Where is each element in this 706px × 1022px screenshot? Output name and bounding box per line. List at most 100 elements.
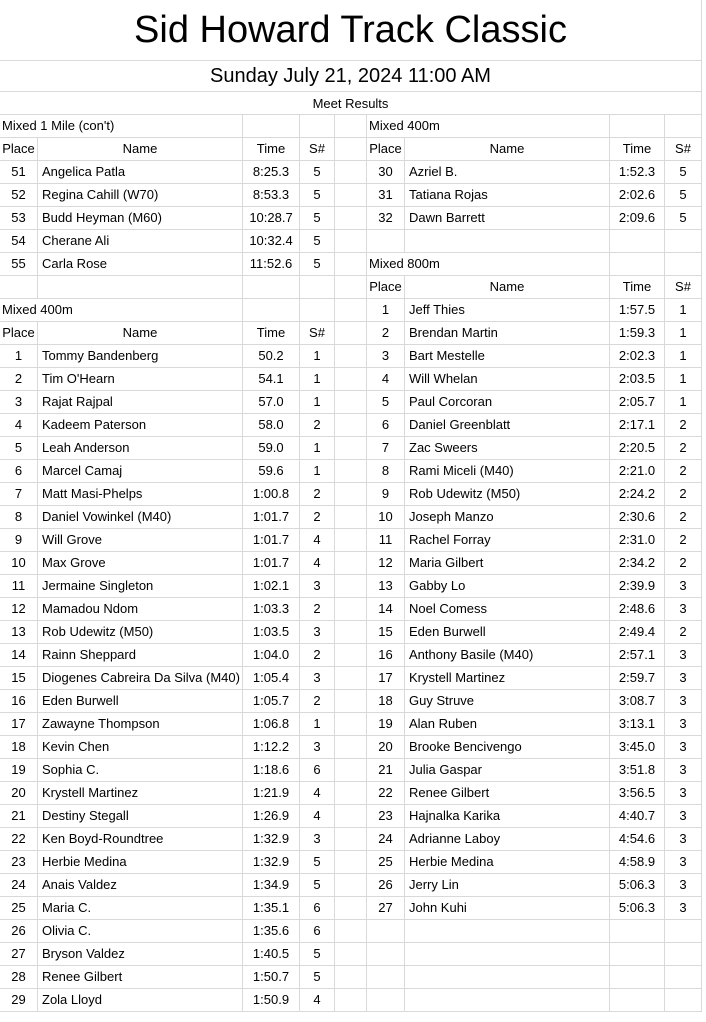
- place-cell: 21: [367, 759, 405, 782]
- heat-cell: 2: [300, 414, 335, 437]
- heat-cell: 3: [665, 575, 702, 598]
- name-cell: Angelica Patla: [38, 161, 243, 184]
- heat-cell: 1: [665, 345, 702, 368]
- date: Sunday July 21, 2024 11:00 AM: [0, 61, 702, 92]
- time-cell: 1:32.9: [243, 851, 300, 874]
- subtitle: Meet Results: [0, 92, 702, 115]
- place-cell: 5: [0, 437, 38, 460]
- column-header: Name: [405, 276, 610, 299]
- empty-cell: [367, 230, 405, 253]
- name-cell: Azriel B.: [405, 161, 610, 184]
- section-title: Mixed 400m: [0, 299, 243, 322]
- place-cell: 26: [0, 920, 38, 943]
- time-cell: 1:05.4: [243, 667, 300, 690]
- place-cell: 27: [367, 897, 405, 920]
- time-cell: 3:51.8: [610, 759, 665, 782]
- heat-cell: 2: [665, 483, 702, 506]
- empty-cell: [665, 115, 702, 138]
- heat-cell: 1: [300, 460, 335, 483]
- time-cell: 1:04.0: [243, 644, 300, 667]
- time-cell: 2:48.6: [610, 598, 665, 621]
- heat-cell: 1: [665, 299, 702, 322]
- empty-cell: [335, 299, 367, 322]
- place-cell: 7: [0, 483, 38, 506]
- place-cell: 23: [367, 805, 405, 828]
- heat-cell: 1: [300, 368, 335, 391]
- time-cell: 1:05.7: [243, 690, 300, 713]
- time-cell: 1:26.9: [243, 805, 300, 828]
- heat-cell: 5: [300, 184, 335, 207]
- name-cell: Regina Cahill (W70): [38, 184, 243, 207]
- name-cell: Budd Heyman (M60): [38, 207, 243, 230]
- time-cell: 58.0: [243, 414, 300, 437]
- name-cell: Alan Ruben: [405, 713, 610, 736]
- heat-cell: 3: [665, 713, 702, 736]
- place-cell: 54: [0, 230, 38, 253]
- time-cell: 1:35.6: [243, 920, 300, 943]
- column-header: Time: [243, 322, 300, 345]
- name-cell: Rajat Rajpal: [38, 391, 243, 414]
- empty-cell: [243, 299, 300, 322]
- empty-cell: [610, 230, 665, 253]
- empty-cell: [335, 161, 367, 184]
- heat-cell: 4: [300, 782, 335, 805]
- place-cell: 12: [367, 552, 405, 575]
- place-cell: 3: [367, 345, 405, 368]
- empty-cell: [335, 529, 367, 552]
- empty-cell: [405, 989, 610, 1012]
- name-cell: Will Whelan: [405, 368, 610, 391]
- time-cell: 1:03.5: [243, 621, 300, 644]
- time-cell: 2:30.6: [610, 506, 665, 529]
- column-header: Place: [367, 276, 405, 299]
- name-cell: Renee Gilbert: [405, 782, 610, 805]
- time-cell: 5:06.3: [610, 897, 665, 920]
- place-cell: 20: [367, 736, 405, 759]
- name-cell: Kevin Chen: [38, 736, 243, 759]
- place-cell: 17: [367, 667, 405, 690]
- column-header: Name: [405, 138, 610, 161]
- empty-cell: [610, 253, 665, 276]
- time-cell: 57.0: [243, 391, 300, 414]
- place-cell: 13: [367, 575, 405, 598]
- heat-cell: 2: [665, 552, 702, 575]
- time-cell: 2:59.7: [610, 667, 665, 690]
- empty-cell: [335, 667, 367, 690]
- time-cell: 1:02.1: [243, 575, 300, 598]
- time-cell: 1:01.7: [243, 552, 300, 575]
- time-cell: 2:09.6: [610, 207, 665, 230]
- time-cell: 59.6: [243, 460, 300, 483]
- empty-cell: [335, 943, 367, 966]
- time-cell: 1:34.9: [243, 874, 300, 897]
- empty-cell: [335, 966, 367, 989]
- empty-cell: [300, 115, 335, 138]
- time-cell: 59.0: [243, 437, 300, 460]
- empty-cell: [38, 276, 243, 299]
- place-cell: 3: [0, 391, 38, 414]
- name-cell: Dawn Barrett: [405, 207, 610, 230]
- name-cell: Sophia C.: [38, 759, 243, 782]
- empty-cell: [665, 920, 702, 943]
- place-cell: 51: [0, 161, 38, 184]
- place-cell: 9: [367, 483, 405, 506]
- column-header: S#: [665, 138, 702, 161]
- time-cell: 1:06.8: [243, 713, 300, 736]
- name-cell: Diogenes Cabreira Da Silva (M40): [38, 667, 243, 690]
- name-cell: Daniel Greenblatt: [405, 414, 610, 437]
- time-cell: 2:21.0: [610, 460, 665, 483]
- heat-cell: 3: [665, 805, 702, 828]
- place-cell: 52: [0, 184, 38, 207]
- column-header: Place: [0, 138, 38, 161]
- place-cell: 25: [0, 897, 38, 920]
- time-cell: 1:52.3: [610, 161, 665, 184]
- name-cell: Tim O'Hearn: [38, 368, 243, 391]
- time-cell: 4:58.9: [610, 851, 665, 874]
- time-cell: 1:59.3: [610, 322, 665, 345]
- name-cell: Zac Sweers: [405, 437, 610, 460]
- empty-cell: [335, 644, 367, 667]
- name-cell: Kadeem Paterson: [38, 414, 243, 437]
- place-cell: 19: [367, 713, 405, 736]
- name-cell: Rami Miceli (M40): [405, 460, 610, 483]
- place-cell: 1: [0, 345, 38, 368]
- heat-cell: 4: [300, 989, 335, 1012]
- place-cell: 22: [0, 828, 38, 851]
